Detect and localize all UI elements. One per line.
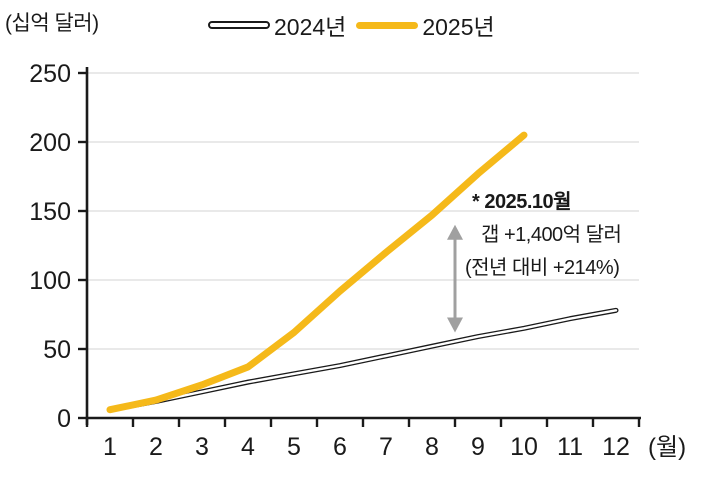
gap-annotation: * 2025.10월 갭 +1,400억 달러 (전년 대비 +214%)	[464, 186, 622, 285]
legend-label-2025: 2025년	[422, 14, 495, 40]
gap-arrow-head-down	[447, 317, 463, 333]
x-tick-label: 10	[510, 433, 538, 461]
x-tick-label: 6	[333, 433, 347, 461]
x-tick-label: 2	[149, 433, 163, 461]
gap-annotation-date: * 2025.10월	[472, 191, 572, 213]
y-tick-label: 100	[29, 267, 71, 295]
x-tick-label: 7	[379, 433, 393, 461]
x-tick-label: 9	[471, 433, 485, 461]
chart-legend: 2024년 2025년	[208, 8, 495, 42]
y-tick-label: 200	[29, 129, 71, 157]
legend-marker-2024-line-icon	[208, 21, 270, 29]
series-2025-line	[106, 131, 528, 414]
y-axis-unit-label: (십억 달러)	[5, 12, 99, 35]
legend-item-2024: 2024년	[208, 8, 346, 42]
x-tick-label: 4	[241, 433, 255, 461]
gap-arrow-head-up	[447, 224, 463, 240]
legend-item-2025: 2025년	[356, 8, 495, 42]
y-tick-label: 50	[43, 336, 71, 364]
y-tick-label: 250	[29, 60, 71, 88]
series-2024-line-inner	[108, 309, 618, 411]
x-tick-label: 5	[287, 433, 301, 461]
x-tick-label: 3	[195, 433, 209, 461]
gap-annotation-percent: (전년 대비 +214%)	[465, 257, 620, 279]
y-tick-label: 150	[29, 198, 71, 226]
gap-annotation-value: 갭 +1,400억 달러	[481, 224, 622, 246]
y-tick-label: 0	[57, 405, 71, 433]
legend-marker-2025-line-icon	[356, 21, 419, 29]
x-tick-label: 1	[103, 433, 117, 461]
x-tick-label: 11	[557, 433, 583, 461]
x-tick-label: 12	[602, 433, 630, 461]
x-tick-label: 8	[425, 433, 439, 461]
x-axis-suffix-label: (월)	[648, 434, 686, 461]
legend-label-2024: 2024년	[274, 14, 347, 40]
